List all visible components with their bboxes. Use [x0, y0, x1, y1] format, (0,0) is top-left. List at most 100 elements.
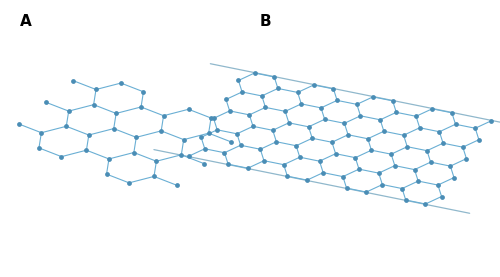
Point [308, 136, 316, 140]
Point [160, 114, 168, 118]
Point [280, 162, 287, 167]
Point [184, 154, 192, 158]
Point [274, 86, 282, 91]
Point [152, 159, 160, 163]
Point [222, 97, 230, 102]
Point [332, 152, 340, 156]
Point [200, 161, 208, 166]
Point [362, 190, 370, 194]
Point [391, 163, 399, 168]
Point [117, 81, 125, 85]
Point [285, 120, 293, 125]
Point [374, 171, 382, 175]
Point [398, 186, 406, 191]
Point [64, 109, 72, 113]
Point [130, 150, 138, 155]
Point [260, 158, 268, 163]
Point [284, 174, 292, 178]
Point [333, 98, 341, 102]
Point [422, 202, 430, 206]
Point [125, 181, 133, 185]
Point [250, 71, 258, 75]
Text: A: A [20, 14, 32, 29]
Point [320, 117, 328, 122]
Point [226, 109, 234, 113]
Point [403, 145, 411, 149]
Point [172, 183, 180, 187]
Point [340, 121, 348, 125]
Point [233, 132, 241, 136]
Point [90, 102, 98, 107]
Point [400, 133, 407, 137]
Point [234, 78, 242, 83]
Point [378, 182, 386, 187]
Point [281, 109, 289, 114]
Point [296, 155, 304, 159]
Point [304, 125, 312, 129]
Point [316, 159, 324, 163]
Point [137, 105, 145, 109]
Point [426, 160, 434, 164]
Point [436, 130, 444, 134]
Point [452, 122, 460, 127]
Point [150, 174, 158, 179]
Point [246, 113, 254, 117]
Point [380, 129, 388, 134]
Point [197, 135, 205, 140]
Point [364, 137, 372, 141]
Point [236, 143, 244, 147]
Point [298, 102, 306, 106]
Point [201, 147, 209, 151]
Point [92, 87, 100, 92]
Point [462, 157, 470, 161]
Point [132, 135, 140, 140]
Point [272, 140, 280, 144]
Point [310, 83, 318, 87]
Point [319, 170, 327, 175]
Point [178, 153, 186, 157]
Point [112, 111, 120, 116]
Point [414, 179, 422, 183]
Point [459, 145, 467, 149]
Point [244, 166, 252, 170]
Point [102, 172, 110, 176]
Point [249, 124, 257, 129]
Point [355, 167, 363, 171]
Point [475, 137, 483, 142]
Point [488, 119, 496, 123]
Point [356, 114, 364, 118]
Point [258, 94, 266, 98]
Point [392, 110, 400, 115]
Point [227, 140, 235, 144]
Point [339, 175, 347, 179]
Point [238, 90, 246, 94]
Point [184, 107, 192, 111]
Point [342, 186, 350, 190]
Point [15, 122, 23, 126]
Point [423, 148, 431, 153]
Point [387, 152, 395, 157]
Point [35, 146, 43, 150]
Point [207, 116, 215, 120]
Point [262, 105, 270, 110]
Point [256, 147, 264, 152]
Point [224, 162, 232, 166]
Point [352, 155, 360, 160]
Point [62, 124, 70, 129]
Point [140, 89, 147, 94]
Point [428, 107, 436, 111]
Text: B: B [260, 14, 272, 29]
Point [450, 175, 458, 180]
Point [448, 111, 456, 115]
Point [110, 126, 118, 131]
Point [438, 194, 446, 199]
Point [328, 140, 336, 144]
Point [210, 116, 218, 120]
Point [269, 128, 277, 132]
Point [180, 137, 188, 142]
Point [368, 148, 376, 152]
Point [85, 133, 93, 137]
Point [388, 99, 396, 103]
Point [376, 118, 384, 122]
Point [105, 157, 113, 161]
